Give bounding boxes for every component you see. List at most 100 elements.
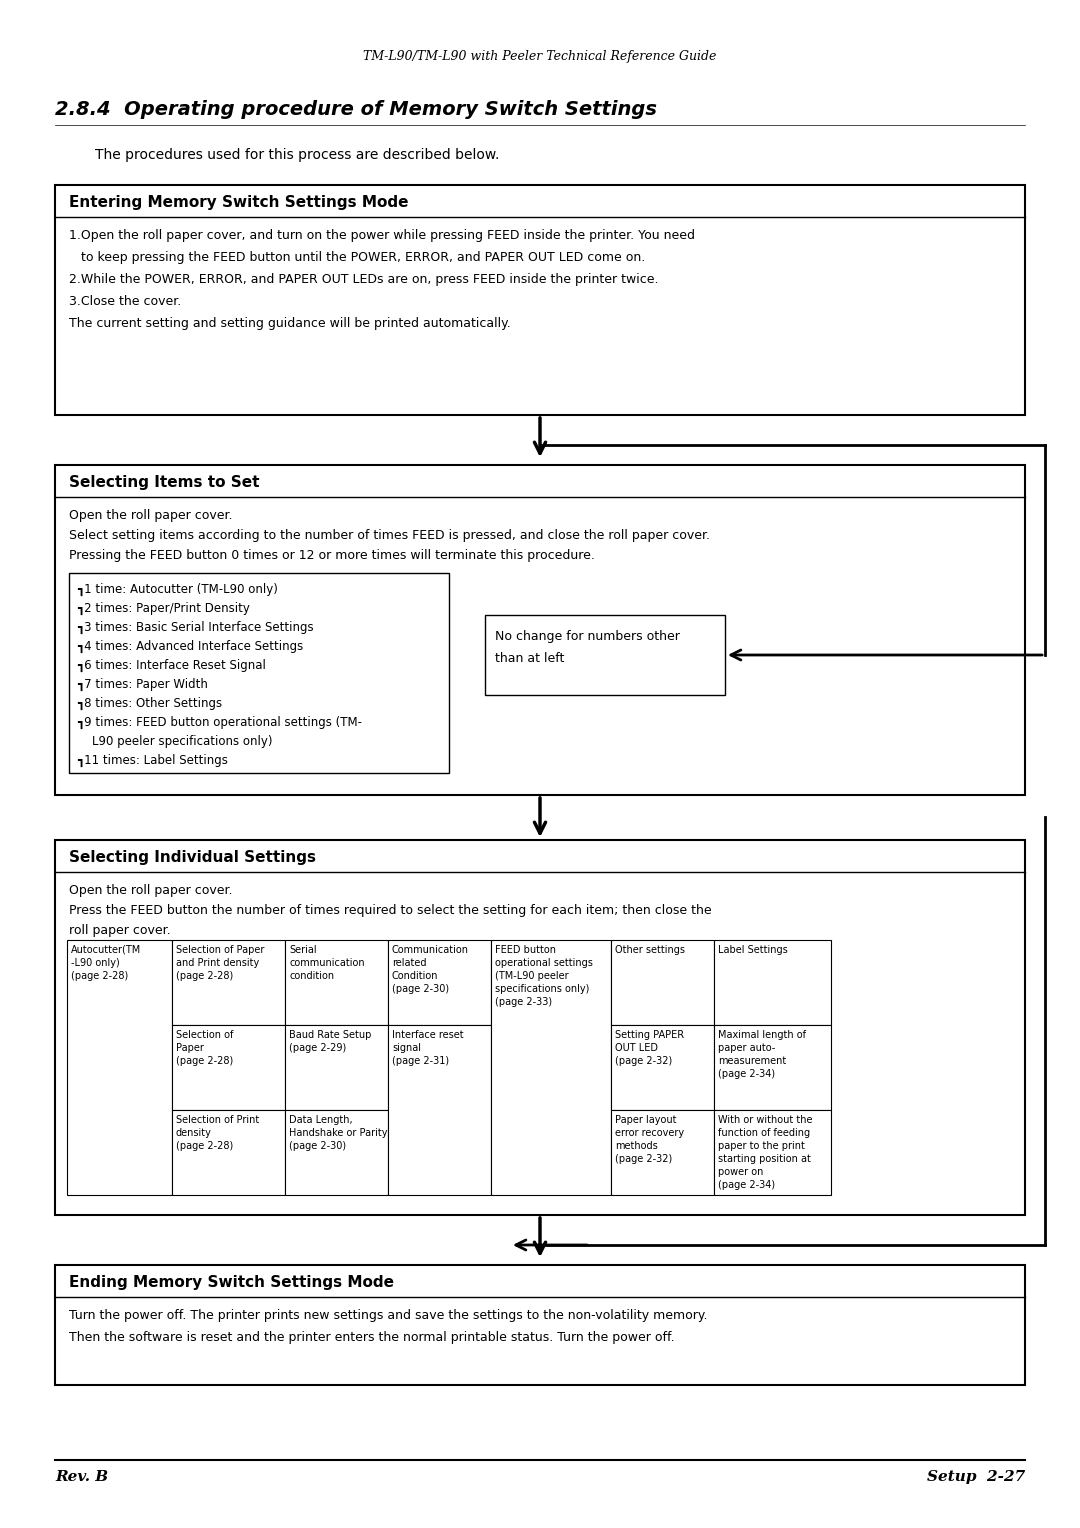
Text: Selection of Paper: Selection of Paper [176,944,265,955]
Text: The current setting and setting guidance will be printed automatically.: The current setting and setting guidance… [69,316,511,330]
Bar [55,840,1025,1215]
Text: (page 2-28): (page 2-28) [176,970,233,981]
Text: The procedures used for this process are described below.: The procedures used for this process are… [95,148,499,162]
Text: Autocutter(TM: Autocutter(TM [71,944,141,955]
Text: (page 2-33): (page 2-33) [495,996,552,1007]
Text: Selecting Individual Settings: Selecting Individual Settings [69,850,316,865]
Text: power on: power on [718,1167,764,1177]
Bar [69,573,449,773]
Text: Selection of Print: Selection of Print [176,1115,259,1125]
Text: than at left: than at left [495,652,565,665]
Bar [285,1025,388,1109]
Text: Maximal length of: Maximal length of [718,1030,806,1041]
Text: Data Length,: Data Length, [289,1115,353,1125]
Bar [714,1025,831,1109]
Text: density: density [176,1128,212,1138]
Text: (page 2-28): (page 2-28) [176,1141,233,1151]
Text: (page 2-34): (page 2-34) [718,1070,775,1079]
Text: Open the roll paper cover.: Open the roll paper cover. [69,509,232,523]
Text: (page 2-28): (page 2-28) [71,970,129,981]
Text: (page 2-30): (page 2-30) [392,984,449,995]
Bar [285,940,388,1025]
Text: (page 2-32): (page 2-32) [615,1154,672,1164]
Bar [55,465,1025,795]
Text: Entering Memory Switch Settings Mode: Entering Memory Switch Settings Mode [69,196,408,209]
Text: (TM-L90 peeler: (TM-L90 peeler [495,970,569,981]
Text: and Print density: and Print density [176,958,259,969]
Bar [172,1109,285,1195]
Text: (page 2-30): (page 2-30) [289,1141,346,1151]
Text: Paper layout: Paper layout [615,1115,676,1125]
Text: Select setting items according to the number of times FEED is pressed, and close: Select setting items according to the nu… [69,529,710,542]
Text: Setup  2-27: Setup 2-27 [927,1470,1025,1484]
Text: signal: signal [392,1044,421,1053]
Text: Handshake or Parity: Handshake or Parity [289,1128,388,1138]
Text: (page 2-28): (page 2-28) [176,1056,233,1067]
Bar [172,940,285,1025]
Text: (page 2-34): (page 2-34) [718,1180,775,1190]
Text: ┓11 times: Label Settings: ┓11 times: Label Settings [77,753,228,767]
Text: Open the roll paper cover.: Open the roll paper cover. [69,885,232,897]
Text: Paper: Paper [176,1044,204,1053]
Text: ┓1 time: Autocutter (TM-L90 only): ┓1 time: Autocutter (TM-L90 only) [77,584,278,596]
Text: to keep pressing the FEED button until the POWER, ERROR, and PAPER OUT LED come : to keep pressing the FEED button until t… [69,251,645,264]
Text: Label Settings: Label Settings [718,944,787,955]
Text: function of feeding: function of feeding [718,1128,810,1138]
Text: Selecting Items to Set: Selecting Items to Set [69,475,259,490]
Text: related: related [392,958,427,969]
Text: ┓8 times: Other Settings: ┓8 times: Other Settings [77,697,222,711]
Bar [714,1109,831,1195]
Bar [611,940,714,1025]
Text: Interface reset: Interface reset [392,1030,463,1041]
Text: ┓4 times: Advanced Interface Settings: ┓4 times: Advanced Interface Settings [77,640,303,652]
Text: Baud Rate Setup: Baud Rate Setup [289,1030,372,1041]
Bar [388,940,491,1025]
Text: Pressing the FEED button 0 times or 12 or more times will terminate this procedu: Pressing the FEED button 0 times or 12 o… [69,549,595,562]
Bar [388,1025,491,1195]
Bar [611,1025,714,1109]
Text: -L90 only): -L90 only) [71,958,120,969]
Text: With or without the: With or without the [718,1115,812,1125]
Text: 2.While the POWER, ERROR, and PAPER OUT LEDs are on, press FEED inside the print: 2.While the POWER, ERROR, and PAPER OUT … [69,274,659,286]
Text: ┓9 times: FEED button operational settings (TM-: ┓9 times: FEED button operational settin… [77,717,362,729]
Text: L90 peeler specifications only): L90 peeler specifications only) [77,735,272,749]
Text: Then the software is reset and the printer enters the normal printable status. T: Then the software is reset and the print… [69,1331,675,1345]
Text: Other settings: Other settings [615,944,685,955]
Text: ┓7 times: Paper Width: ┓7 times: Paper Width [77,678,207,691]
Text: OUT LED: OUT LED [615,1044,658,1053]
Bar [491,940,611,1195]
Text: 1.Open the roll paper cover, and turn on the power while pressing FEED inside th: 1.Open the roll paper cover, and turn on… [69,229,696,241]
Text: roll paper cover.: roll paper cover. [69,924,171,937]
Text: Press the FEED button the number of times required to select the setting for eac: Press the FEED button the number of time… [69,905,712,917]
Text: TM-L90/TM-L90 with Peeler Technical Reference Guide: TM-L90/TM-L90 with Peeler Technical Refe… [363,50,717,63]
Text: paper to the print: paper to the print [718,1141,805,1151]
Bar [714,940,831,1025]
Text: condition: condition [289,970,334,981]
Text: Selection of: Selection of [176,1030,233,1041]
Text: specifications only): specifications only) [495,984,590,995]
Bar [485,614,725,695]
Bar [172,1025,285,1109]
Text: (page 2-32): (page 2-32) [615,1056,672,1067]
Text: error recovery: error recovery [615,1128,684,1138]
Text: (page 2-29): (page 2-29) [289,1044,347,1053]
Text: communication: communication [289,958,365,969]
Text: FEED button: FEED button [495,944,556,955]
Bar [55,1265,1025,1384]
Text: Serial: Serial [289,944,316,955]
Text: 2.8.4  Operating procedure of Memory Switch Settings: 2.8.4 Operating procedure of Memory Swit… [55,99,657,119]
Text: Rev. B: Rev. B [55,1470,108,1484]
Text: starting position at: starting position at [718,1154,811,1164]
Text: ┓3 times: Basic Serial Interface Settings: ┓3 times: Basic Serial Interface Setting… [77,620,313,634]
Text: Setting PAPER: Setting PAPER [615,1030,684,1041]
Text: paper auto-: paper auto- [718,1044,775,1053]
Text: No change for numbers other: No change for numbers other [495,630,680,643]
Text: Condition: Condition [392,970,438,981]
Text: operational settings: operational settings [495,958,593,969]
Text: Communication: Communication [392,944,469,955]
Bar [67,940,172,1195]
Bar [285,1109,388,1195]
Text: Turn the power off. The printer prints new settings and save the settings to the: Turn the power off. The printer prints n… [69,1309,707,1322]
Text: (page 2-31): (page 2-31) [392,1056,449,1067]
Text: 3.Close the cover.: 3.Close the cover. [69,295,181,309]
